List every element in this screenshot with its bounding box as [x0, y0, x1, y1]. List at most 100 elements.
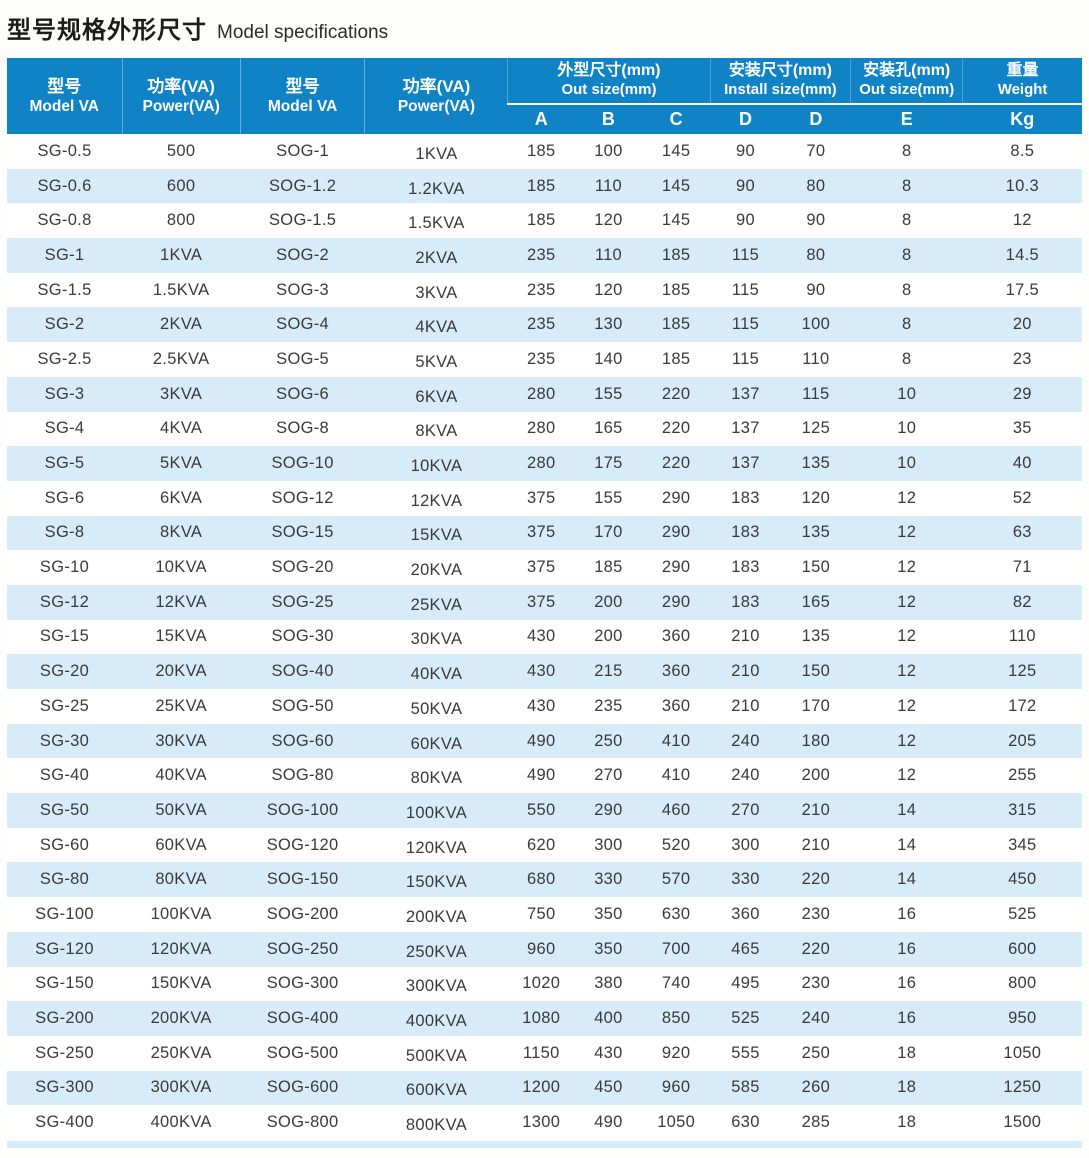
- table-cell: 185: [642, 307, 710, 343]
- table-cell: 960: [507, 931, 575, 967]
- table-cell: 80KVA: [122, 862, 241, 898]
- table-cell: 250: [574, 723, 643, 759]
- table-cell: 120KVA: [364, 827, 508, 863]
- table-cell: SOG-500: [240, 1035, 365, 1071]
- table-cell: 15KVA: [364, 515, 508, 551]
- table-cell: 210: [710, 689, 781, 724]
- table-cell: 960: [642, 1070, 710, 1106]
- header-group-out-size: 外型尺寸(mm) Out size(mm): [507, 58, 710, 105]
- table-cell: 375: [507, 550, 575, 585]
- header-power-1-zh: 功率(VA): [147, 76, 215, 96]
- table-cell: 12: [850, 550, 963, 585]
- table-cell: 52: [962, 480, 1082, 516]
- table-cell: 1050: [642, 1105, 710, 1140]
- table-cell: SG-3: [7, 376, 123, 412]
- table-cell: 630: [642, 897, 710, 932]
- table-cell: 4KVA: [122, 411, 241, 447]
- table-cell: 450: [574, 1070, 643, 1106]
- table-cell: SG-0.8: [7, 203, 123, 239]
- table-cell: 150KVA: [122, 966, 241, 1002]
- table-cell: 260: [780, 1070, 851, 1106]
- table-cell: 400KVA: [364, 1001, 508, 1036]
- table-cell: 115: [710, 342, 781, 377]
- table-cell: SOG-50: [240, 689, 365, 724]
- table-cell: 525: [962, 897, 1082, 932]
- table-cell: 230: [780, 897, 851, 932]
- header-power-1: 功率(VA) Power(VA): [121, 58, 241, 134]
- table-cell: 210: [710, 654, 781, 689]
- header-sub-b: B: [574, 104, 643, 134]
- table-cell: 5KVA: [364, 342, 508, 377]
- table-cell: 620: [507, 827, 575, 863]
- table-cell: 110: [574, 238, 643, 273]
- header-group-out-size-zh: 外型尺寸(mm): [557, 62, 661, 80]
- table-cell: 380: [574, 966, 643, 1002]
- table-cell: 280: [507, 411, 575, 447]
- header-model-1-zh: 型号: [47, 76, 82, 96]
- table-row: SG-100 100KVA SOG-200 200KVA 750 350 630 360 230…: [7, 897, 1082, 932]
- table-cell: 16: [850, 1001, 963, 1036]
- table-cell: SOG-800: [240, 1105, 365, 1140]
- table-cell: 235: [507, 238, 575, 273]
- table-cell: 4KVA: [364, 307, 508, 343]
- table-row: SG-2 2KVA SOG-4 4KVA 235 130 185 115 100 8 20: [7, 307, 1082, 343]
- header-sub-c: C: [642, 104, 710, 134]
- table-cell: 570: [642, 862, 710, 898]
- table-cell: SOG-30: [240, 619, 365, 655]
- table-cell: SG-12: [7, 584, 123, 620]
- table-cell: 2KVA: [122, 307, 241, 343]
- header-model-1: 型号 Model VA: [7, 58, 123, 134]
- page-title: 型号规格外形尺寸 Model specifications: [0, 0, 1089, 45]
- table-cell: 6KVA: [364, 376, 508, 412]
- table-cell: SOG-20: [240, 550, 365, 585]
- page-title-zh: 型号规格外形尺寸: [7, 17, 207, 44]
- table-cell: 145: [642, 203, 710, 239]
- table-cell: SOG-25: [240, 584, 365, 620]
- table-cell: 120: [574, 203, 643, 239]
- table-cell: 410: [642, 758, 710, 794]
- table-cell: 500KVA: [364, 1035, 508, 1071]
- table-row: SG-2.5 2.5KVA SOG-5 5KVA 235 140 185 115 110 8 23: [7, 342, 1082, 377]
- table-cell: 5KVA: [122, 446, 241, 481]
- table-cell: 920: [642, 1035, 710, 1071]
- header-sub-a: A: [507, 104, 575, 134]
- table-cell: 950: [962, 1001, 1082, 1036]
- table-cell: 280: [507, 376, 575, 412]
- table-cell: 550: [507, 793, 575, 828]
- table-cell: 12: [850, 515, 963, 551]
- header-model-2: 型号 Model VA: [239, 58, 365, 134]
- table-row: SG-250 250KVA SOG-500 500KVA 1150 430 920 555 25…: [7, 1035, 1082, 1071]
- table-cell: 135: [780, 446, 851, 481]
- table-cell: 155: [574, 480, 643, 516]
- table-cell: 14: [850, 793, 963, 828]
- table-cell: 170: [780, 689, 851, 724]
- table-row: SG-6 6KVA SOG-12 12KVA 375 155 290 183 120 12 52: [7, 480, 1082, 516]
- table-cell: 183: [710, 480, 781, 516]
- table-cell: 240: [780, 1001, 851, 1036]
- table-cell: 460: [642, 793, 710, 828]
- table-cell: SG-30: [7, 723, 123, 759]
- table-cell: SG-150: [7, 966, 123, 1002]
- table-cell: 12KVA: [122, 584, 241, 620]
- page-title-en: Model specifications: [217, 22, 389, 43]
- table-row: SG-400 400KVA SOG-800 800KVA 1300 490 1050 630 2…: [7, 1105, 1082, 1140]
- table-cell: 300KVA: [122, 1070, 241, 1106]
- table-row: SG-3 3KVA SOG-6 6KVA 280 155 220 137 115 10 29: [7, 376, 1082, 412]
- table-cell: SOG-80: [240, 758, 365, 794]
- table-cell: 210: [710, 619, 781, 655]
- table-cell: 150KVA: [364, 862, 508, 898]
- table-cell: 20KVA: [364, 550, 508, 585]
- table-cell: 115: [710, 238, 781, 273]
- table-cell: 185: [642, 238, 710, 273]
- table-cell: 12: [850, 689, 963, 724]
- header-group-mount-hole-en: Out size(mm): [859, 81, 955, 99]
- table-cell: SOG-200: [240, 897, 365, 932]
- table-cell: 210: [780, 827, 851, 863]
- table-cell: SG-0.5: [7, 134, 123, 169]
- table-cell: 430: [507, 654, 575, 689]
- table-cell: 220: [642, 446, 710, 481]
- table-cell: SOG-12: [240, 480, 365, 516]
- table-cell: 450: [962, 862, 1082, 898]
- table-cell: 430: [507, 619, 575, 655]
- header-model-1-en: Model VA: [29, 97, 99, 115]
